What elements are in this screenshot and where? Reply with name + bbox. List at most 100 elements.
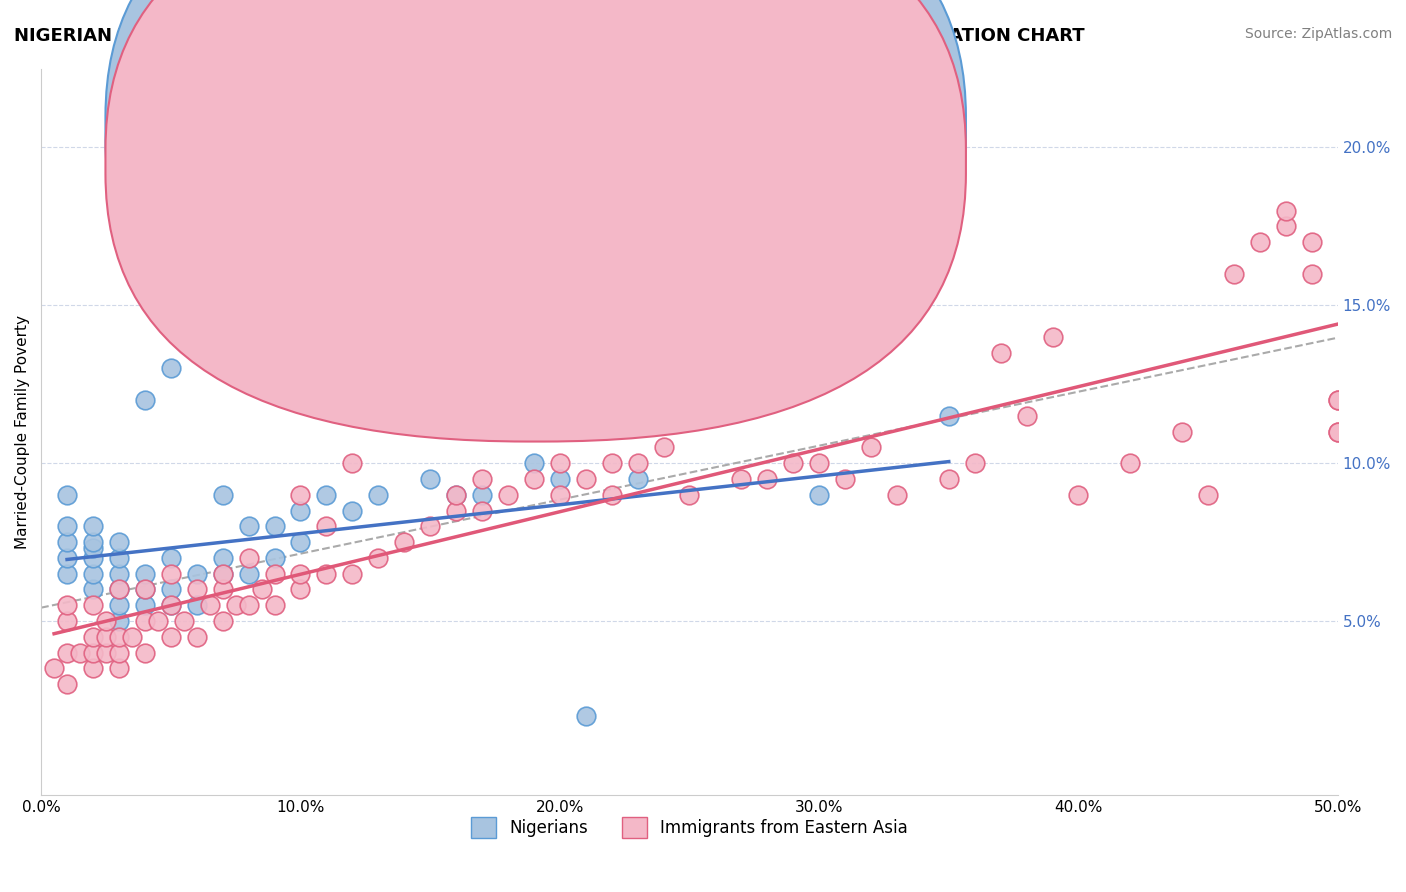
Point bbox=[56, 566, 79, 581]
Point bbox=[548, 472, 571, 486]
Point bbox=[600, 488, 623, 502]
Point bbox=[263, 550, 285, 565]
Point bbox=[963, 456, 986, 470]
Point bbox=[808, 488, 831, 502]
Point bbox=[146, 614, 169, 628]
Point bbox=[1171, 425, 1194, 439]
Point bbox=[444, 503, 467, 517]
Point bbox=[1197, 488, 1219, 502]
Point bbox=[990, 345, 1012, 359]
Point bbox=[159, 361, 181, 376]
Point bbox=[108, 582, 131, 597]
Point bbox=[315, 566, 337, 581]
Point bbox=[782, 456, 804, 470]
Point bbox=[315, 488, 337, 502]
Point bbox=[186, 582, 208, 597]
Point bbox=[56, 614, 79, 628]
Point bbox=[108, 630, 131, 644]
Point bbox=[159, 630, 181, 644]
Point bbox=[56, 599, 79, 613]
Point bbox=[626, 472, 648, 486]
Point bbox=[626, 456, 648, 470]
Point bbox=[56, 519, 79, 533]
Point bbox=[94, 614, 117, 628]
Point bbox=[1326, 392, 1348, 407]
Point bbox=[250, 582, 273, 597]
Point bbox=[134, 566, 156, 581]
Point bbox=[367, 550, 389, 565]
Point bbox=[859, 441, 882, 455]
Point bbox=[159, 582, 181, 597]
Point bbox=[652, 441, 675, 455]
Point bbox=[342, 456, 364, 470]
Point bbox=[42, 661, 65, 675]
Point bbox=[392, 535, 415, 549]
Point bbox=[575, 708, 598, 723]
Point bbox=[211, 488, 233, 502]
Point bbox=[82, 519, 104, 533]
Point bbox=[82, 630, 104, 644]
Point bbox=[1067, 488, 1090, 502]
Point bbox=[238, 550, 260, 565]
Point bbox=[1326, 425, 1348, 439]
Point bbox=[134, 614, 156, 628]
Text: Source: ZipAtlas.com: Source: ZipAtlas.com bbox=[1244, 27, 1392, 41]
Point bbox=[263, 566, 285, 581]
Point bbox=[444, 488, 467, 502]
Point bbox=[159, 599, 181, 613]
Point bbox=[134, 582, 156, 597]
Point bbox=[290, 535, 312, 549]
Point bbox=[1015, 409, 1038, 423]
Point bbox=[471, 472, 494, 486]
Point bbox=[56, 550, 79, 565]
Point bbox=[730, 472, 752, 486]
Point bbox=[198, 599, 221, 613]
Point bbox=[1275, 203, 1298, 218]
Point bbox=[678, 488, 700, 502]
Point bbox=[108, 599, 131, 613]
Point bbox=[238, 519, 260, 533]
Point bbox=[186, 599, 208, 613]
Point bbox=[56, 677, 79, 691]
Point bbox=[211, 566, 233, 581]
Point bbox=[56, 488, 79, 502]
Point bbox=[886, 488, 908, 502]
Point bbox=[290, 488, 312, 502]
Point bbox=[471, 503, 494, 517]
Point bbox=[108, 614, 131, 628]
Point bbox=[290, 566, 312, 581]
Y-axis label: Married-Couple Family Poverty: Married-Couple Family Poverty bbox=[15, 315, 30, 549]
Text: NIGERIAN VS IMMIGRANTS FROM EASTERN ASIA MARRIED-COUPLE FAMILY POVERTY CORRELATI: NIGERIAN VS IMMIGRANTS FROM EASTERN ASIA… bbox=[14, 27, 1084, 45]
Point bbox=[523, 472, 546, 486]
Point bbox=[1301, 267, 1323, 281]
Point bbox=[82, 535, 104, 549]
Point bbox=[367, 488, 389, 502]
Point bbox=[94, 646, 117, 660]
Point bbox=[444, 488, 467, 502]
Point bbox=[108, 535, 131, 549]
Point bbox=[82, 550, 104, 565]
Point bbox=[290, 582, 312, 597]
Point bbox=[471, 488, 494, 502]
Point bbox=[315, 519, 337, 533]
Point bbox=[496, 488, 519, 502]
Point bbox=[1301, 235, 1323, 249]
Point bbox=[82, 646, 104, 660]
Point bbox=[225, 599, 247, 613]
Point bbox=[1326, 392, 1348, 407]
Point bbox=[548, 456, 571, 470]
Point bbox=[82, 599, 104, 613]
Point bbox=[938, 409, 960, 423]
Point bbox=[134, 599, 156, 613]
Point bbox=[211, 566, 233, 581]
Point bbox=[575, 472, 598, 486]
Point bbox=[108, 661, 131, 675]
Point bbox=[69, 646, 91, 660]
Point bbox=[342, 566, 364, 581]
Point bbox=[1275, 219, 1298, 234]
Point bbox=[419, 472, 441, 486]
Point bbox=[938, 472, 960, 486]
Legend: Nigerians, Immigrants from Eastern Asia: Nigerians, Immigrants from Eastern Asia bbox=[464, 811, 914, 845]
Point bbox=[548, 488, 571, 502]
Point bbox=[419, 519, 441, 533]
